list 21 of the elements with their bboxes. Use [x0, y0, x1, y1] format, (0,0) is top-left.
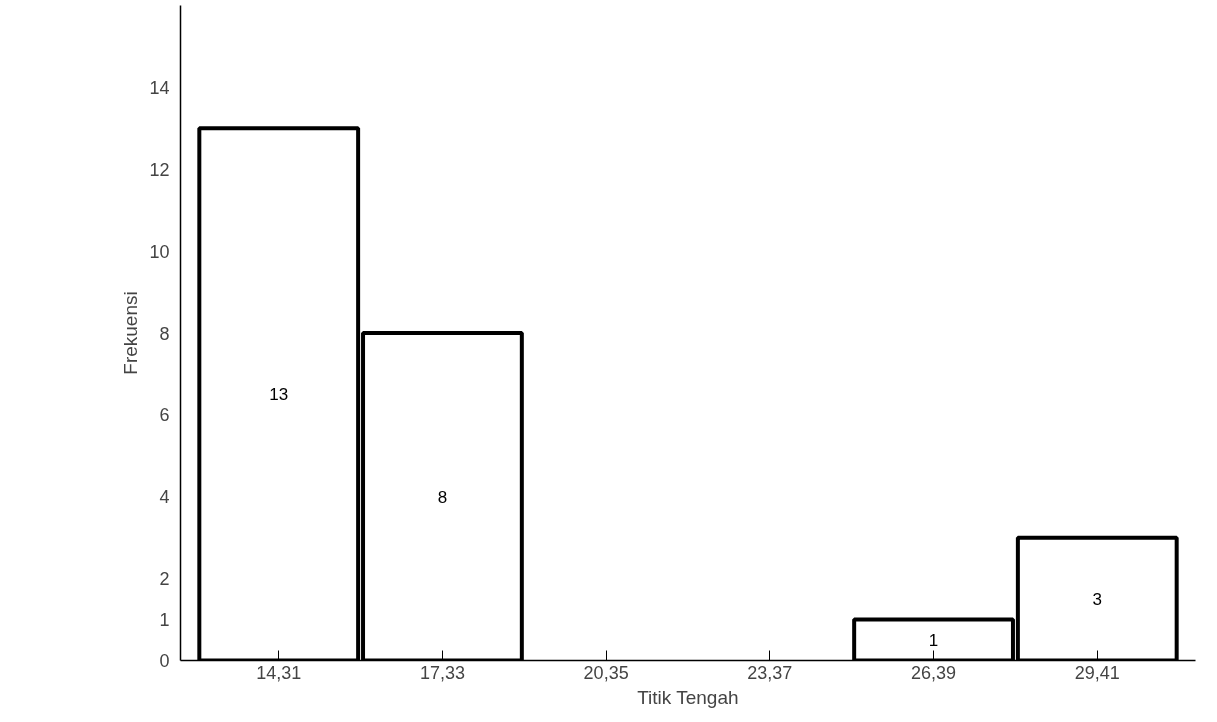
y-tick-label: 10: [149, 241, 170, 262]
x-tick-label: 23,37: [747, 662, 793, 683]
y-axis-title: Frekuensi: [120, 291, 142, 375]
data-label: 13: [269, 385, 289, 405]
y-tick-label: 0: [159, 651, 170, 671]
y-tick-label: 12: [149, 159, 170, 180]
x-tick-label: 26,39: [911, 662, 957, 683]
y-tick-label: 1: [159, 610, 170, 631]
y-tick-label: 4: [159, 487, 170, 508]
y-tick-label: 2: [159, 569, 170, 590]
data-label: 1: [928, 631, 939, 651]
y-tick-label: 14: [149, 77, 170, 98]
y-tick-label: 8: [159, 323, 170, 344]
x-tick-label: 29,41: [1074, 662, 1120, 683]
x-tick-label: 14,31: [256, 662, 302, 683]
y-tick-label: 6: [159, 405, 170, 426]
data-label: 8: [437, 487, 448, 507]
x-axis-title: Titik Tengah: [637, 686, 739, 708]
data-label: 3: [1092, 590, 1103, 610]
x-tick-label: 17,33: [419, 662, 465, 683]
x-tick-label: 20,35: [583, 662, 629, 683]
